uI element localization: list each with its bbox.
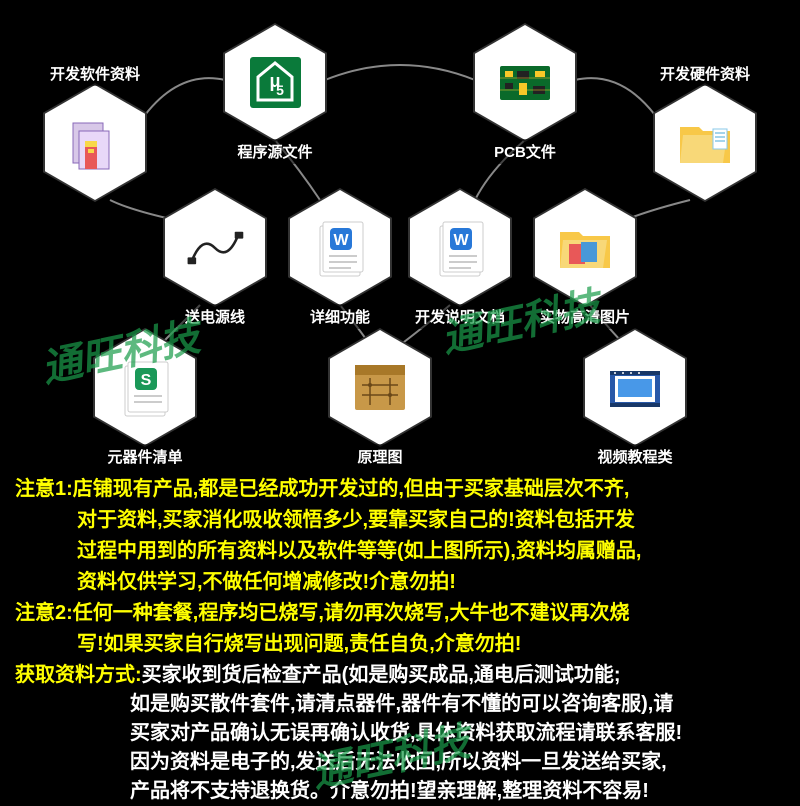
hex-label: PCB文件 [486, 139, 564, 164]
hex-shape [45, 85, 145, 200]
svg-text:W: W [333, 232, 349, 249]
photos-icon [555, 218, 615, 278]
note1-l4: 资料仅供学习,不做任何增减修改!介意勿拍! [15, 568, 785, 597]
hex-schematic: 原理图 [330, 330, 430, 445]
hex-dev-doc: W 开发说明文档 [410, 190, 510, 305]
hex-label: 程序源文件 [229, 139, 320, 164]
note1-l3: 过程中用到的所有资料以及软件等等(如上图所示),资料均属赠品, [15, 537, 785, 566]
hex-photos: 实物高清图片 [535, 190, 635, 305]
hex-bom: S 元器件清单 [95, 330, 195, 445]
method-l4: 因为资料是电子的,发送后无法收回,所以资料一旦发送给买家, [15, 748, 785, 777]
hex-shape [585, 330, 685, 445]
hex-shape [655, 85, 755, 200]
schematic-icon [350, 358, 410, 418]
hex-dev-hardware: 开发硬件资料 [655, 85, 755, 200]
hex-label: 详细功能 [302, 304, 378, 329]
method-l5: 产品将不支持退换货。介意勿拍!望亲理解,整理资料不容易! [15, 777, 785, 806]
cable-icon [185, 218, 245, 278]
hex-shape: W [290, 190, 390, 305]
note2-l2: 写!如果买家自行烧写出现问题,责任自负,介意勿拍! [15, 630, 785, 659]
hex-shape: W [410, 190, 510, 305]
note1-l2: 对于资料,买家消化吸收领悟多少,要靠买家自己的!资料包括开发 [15, 506, 785, 535]
hex-shape [165, 190, 265, 305]
hex-power-cable: 送电源线 [165, 190, 265, 305]
method-l2: 如是购买散件套件,请清点器件,器件有不懂的可以咨询客服),请 [15, 690, 785, 719]
note2: 注意2:任何一种套餐,程序均已烧写,请勿再次烧写,大牛也不建议再次烧 [15, 599, 785, 628]
hex-keil: μ 5 程序源文件 [225, 25, 325, 140]
hex-dev-software: 开发软件资料 [45, 85, 145, 200]
folder-icon [675, 113, 735, 173]
wdoc-icon: W [310, 218, 370, 278]
hex-shape: S [95, 330, 195, 445]
hex-detail-func: W 详细功能 [290, 190, 390, 305]
hex-video: 视频教程类 [585, 330, 685, 445]
method-l3: 买家对产品确认无误再确认收货,具体资料获取流程请联系客服! [15, 719, 785, 748]
notes-text: 注意1:店铺现有产品,都是已经成功开发过的,但由于买家基础层次不齐, 对于资料,… [15, 475, 785, 806]
hex-label: 原理图 [349, 444, 410, 469]
hex-shape [475, 25, 575, 140]
wdoc-icon: W [430, 218, 490, 278]
note1: 注意1:店铺现有产品,都是已经成功开发过的,但由于买家基础层次不齐, [15, 475, 785, 504]
hex-shape [535, 190, 635, 305]
archive-icon [65, 113, 125, 173]
svg-text:5: 5 [276, 82, 284, 98]
hex-pcb: PCB文件 [475, 25, 575, 140]
pcb-icon [495, 53, 555, 113]
hex-label: 开发软件资料 [42, 61, 148, 86]
svg-text:S: S [141, 372, 152, 389]
hex-label: 开发说明文档 [407, 304, 513, 329]
hex-label: 开发硬件资料 [652, 61, 758, 86]
hex-shape [330, 330, 430, 445]
hex-label: 送电源线 [177, 304, 253, 329]
video-icon [605, 358, 665, 418]
hex-label: 实物高清图片 [532, 304, 638, 329]
sheet-icon: S [115, 358, 175, 418]
hex-label: 元器件清单 [99, 444, 190, 469]
hex-shape: μ 5 [225, 25, 325, 140]
method: 获取资料方式:买家收到货后检查产品(如是购买成品,通电后测试功能; [15, 661, 785, 690]
keil-icon: μ 5 [245, 53, 305, 113]
hex-label: 视频教程类 [589, 444, 680, 469]
diagram-area: 开发软件资料 μ 5 程序源文件 [0, 0, 800, 470]
svg-text:W: W [453, 232, 469, 249]
